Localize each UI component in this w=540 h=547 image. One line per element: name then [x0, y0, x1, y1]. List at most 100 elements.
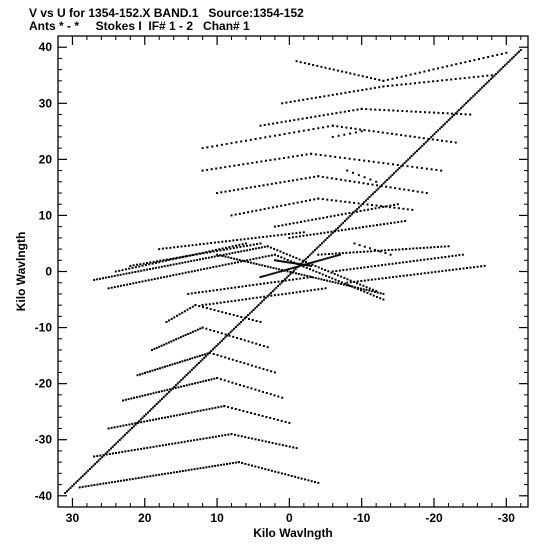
uv-point: [353, 73, 356, 76]
uv-point: [280, 419, 283, 422]
uv-point: [187, 292, 190, 295]
uv-point: [308, 63, 310, 65]
uv-point: [392, 109, 395, 112]
uv-point: [434, 270, 437, 273]
uv-point: [335, 199, 338, 202]
uv-point: [498, 69, 501, 72]
uv-point: [297, 118, 300, 121]
uv-point: [512, 55, 515, 58]
uv-point: [135, 281, 138, 284]
uv-point: [122, 273, 125, 276]
uv-point: [326, 279, 328, 282]
uv-point: [202, 380, 205, 383]
uv-point: [417, 148, 420, 151]
uv-point: [463, 103, 466, 106]
uv-point: [228, 462, 231, 465]
uv-point: [258, 185, 261, 187]
uv-point: [295, 232, 298, 235]
uv-point: [367, 160, 370, 163]
uv-point: [292, 222, 295, 225]
uv-point: [359, 204, 362, 207]
uv-point: [254, 438, 257, 441]
uv-point: [212, 302, 215, 305]
uv-point: [144, 279, 147, 282]
uv-point: [360, 107, 363, 110]
uv-point: [108, 453, 111, 455]
uv-point: [237, 461, 240, 464]
uv-point: [196, 363, 199, 366]
uv-point: [270, 469, 273, 472]
uv-point: [359, 287, 362, 290]
uv-point: [212, 250, 215, 253]
uv-point: [214, 464, 217, 467]
uv-point: [230, 287, 233, 289]
uv-point: [319, 96, 322, 98]
uv-point: [382, 85, 385, 88]
uv-point: [358, 159, 361, 161]
uv-point: [264, 297, 267, 299]
uv-point: [226, 287, 229, 290]
uv-point: [247, 340, 250, 343]
uv-point: [178, 361, 181, 364]
uv-point: [241, 285, 244, 288]
uv-point: [308, 264, 311, 267]
uv-point: [267, 273, 270, 276]
uv-point: [164, 416, 166, 419]
uv-point: [280, 269, 283, 271]
uv-point: [239, 338, 242, 341]
uv-point: [289, 254, 291, 257]
uv-point: [285, 276, 288, 279]
uv-point: [345, 71, 348, 74]
uv-point: [377, 187, 380, 190]
uv-point: [292, 266, 295, 269]
uv-point: [246, 411, 249, 413]
uv-point: [344, 179, 347, 182]
uv-point: [251, 364, 253, 367]
uv-point: [190, 411, 193, 414]
uv-point: [312, 269, 315, 272]
uv-point: [196, 253, 199, 256]
uv-point: [372, 294, 375, 297]
uv-point: [137, 477, 140, 479]
uv-point: [150, 278, 153, 281]
uv-point: [184, 412, 187, 415]
uv-point: [149, 419, 152, 422]
uv-point: [356, 282, 358, 285]
uv-point: [369, 87, 372, 90]
uv-point: [299, 264, 302, 267]
uv-point: [328, 256, 331, 259]
uv-point: [275, 182, 278, 185]
uv-point: [259, 283, 262, 285]
uv-point: [461, 105, 464, 108]
uv-point: [329, 215, 332, 218]
x-tick-label: -30: [498, 511, 516, 525]
uv-point: [216, 249, 219, 252]
uv-point: [451, 112, 454, 115]
uv-point: [344, 212, 347, 215]
uv-point: [83, 473, 86, 476]
uv-point: [369, 225, 371, 228]
uv-point: [317, 266, 320, 269]
uv-point: [81, 474, 84, 477]
uv-point: [340, 126, 343, 128]
uv-point: [254, 388, 257, 391]
uv-point: [172, 263, 175, 266]
uv-point: [342, 269, 345, 272]
uv-point: [178, 413, 181, 416]
uv-point: [180, 379, 183, 382]
uv-point: [343, 157, 346, 160]
uv-point: [374, 108, 377, 111]
uv-point: [472, 95, 475, 98]
uv-point: [414, 72, 417, 75]
x-tick-label: -20: [425, 511, 443, 525]
uv-point: [271, 272, 274, 275]
uv-point: [384, 252, 387, 255]
uv-point: [296, 154, 299, 157]
uv-point: [363, 201, 366, 204]
uv-point: [243, 249, 246, 252]
uv-point: [344, 91, 347, 94]
uv-point: [441, 66, 444, 69]
uv-point: [209, 266, 212, 269]
uv-point: [270, 182, 273, 185]
uv-point: [403, 188, 406, 191]
